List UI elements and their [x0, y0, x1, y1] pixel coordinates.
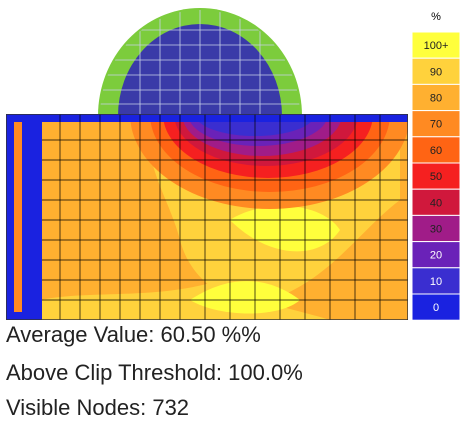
legend-swatch — [411, 188, 461, 216]
legend-label: 80 — [430, 93, 442, 105]
legend-swatch — [411, 83, 461, 112]
legend-label: 50 — [430, 171, 442, 183]
stat-line: Average Value: 60.50 %% — [6, 322, 261, 347]
contour-plot — [6, 114, 408, 320]
legend-title: % — [431, 11, 441, 23]
legend-label: 40 — [430, 197, 442, 209]
legend-swatch — [411, 110, 461, 138]
legend-label: 0 — [433, 302, 439, 314]
legend-label: 70 — [430, 119, 442, 131]
legend-label: 90 — [430, 66, 442, 78]
legend-swatch — [411, 31, 461, 59]
stat-line: Above Clip Threshold: 100.0% — [6, 360, 303, 385]
legend-swatch — [411, 57, 461, 85]
legend-swatch — [411, 241, 461, 269]
legend-swatch — [411, 136, 461, 164]
legend-label: 10 — [430, 276, 442, 288]
legend-swatch — [411, 162, 461, 190]
legend-swatch — [411, 214, 461, 243]
legend-swatch — [411, 293, 461, 321]
stat-line: Visible Nodes: 732 — [6, 395, 190, 420]
legend-label: 60 — [430, 145, 442, 157]
legend-label: 100+ — [424, 40, 449, 52]
legend-label: 30 — [430, 224, 442, 236]
dome — [98, 8, 302, 116]
legend-label: 20 — [430, 250, 442, 262]
